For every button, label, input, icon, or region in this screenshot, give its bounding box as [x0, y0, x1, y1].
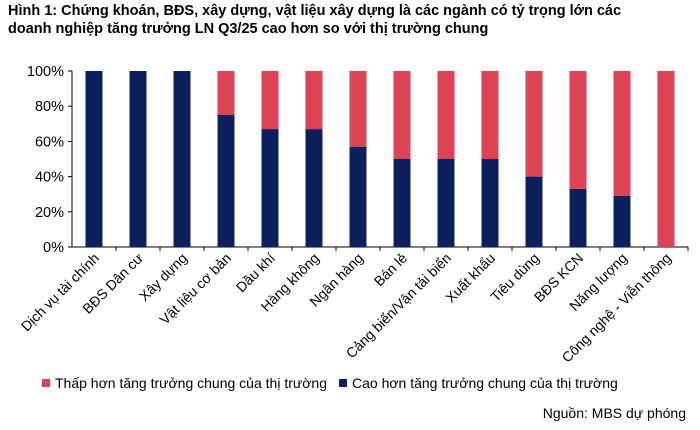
bar-segment-higher — [613, 195, 631, 247]
bar-segment-higher — [261, 129, 279, 247]
legend-label: Cao hơn tăng trưởng chung của thị trường — [352, 375, 618, 391]
y-tick-label: 20% — [35, 205, 64, 221]
legend-label: Thấp hơn tăng trưởng chung của thị trườn… — [55, 375, 327, 391]
bar-segment-lower — [217, 71, 235, 115]
bar-segment-higher — [217, 115, 235, 247]
bar-segment-higher — [437, 159, 455, 247]
bar-segment-higher — [129, 71, 147, 247]
bar-segment-lower — [349, 71, 367, 147]
bar-segment-lower — [261, 71, 279, 130]
y-tick-label: 40% — [35, 170, 64, 186]
bar-segment-higher — [525, 176, 543, 247]
bar-segment-higher — [393, 159, 411, 247]
y-tick-label: 60% — [35, 134, 64, 150]
bar-segment-higher — [481, 159, 499, 247]
y-tick-label: 100% — [27, 64, 64, 80]
chart-title-line-1: Hình 1: Chứng khoán, BĐS, xây dựng, vật … — [8, 3, 622, 19]
legend-swatch — [339, 379, 347, 387]
x-tick-label: Bán lẻ — [371, 250, 411, 290]
bar-segment-higher — [85, 71, 103, 247]
bar-segment-lower — [437, 71, 455, 159]
chart-title: Hình 1: Chứng khoán, BĐS, xây dựng, vật … — [8, 2, 698, 38]
source-note: Nguồn: MBS dự phóng — [542, 405, 686, 421]
bar-segment-higher — [569, 188, 587, 247]
bar-segment-higher — [305, 129, 323, 247]
bar-segment-higher — [173, 71, 191, 247]
bar-segment-lower — [613, 71, 631, 196]
bar-segment-lower — [657, 71, 675, 247]
bar-segment-lower — [393, 71, 411, 159]
bar-segment-lower — [569, 71, 587, 189]
chart-title-line-2: doanh nghiệp tăng trưởng LN Q3/25 cao hơ… — [8, 21, 489, 37]
x-tick-label: Dịch vụ tài chính — [18, 250, 102, 334]
y-tick-label: 80% — [35, 99, 64, 115]
bar-segment-lower — [305, 71, 323, 130]
bar-segment-lower — [481, 71, 499, 159]
legend-swatch — [42, 379, 50, 387]
bar-segment-higher — [349, 146, 367, 247]
y-tick-label: 0% — [43, 240, 64, 256]
bar-segment-lower — [525, 71, 543, 177]
